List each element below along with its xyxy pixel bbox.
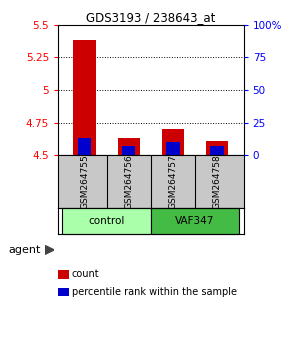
Bar	[206, 141, 228, 155]
Title: GDS3193 / 238643_at: GDS3193 / 238643_at	[86, 11, 215, 24]
Text: GSM264755: GSM264755	[80, 154, 89, 209]
Text: agent: agent	[9, 245, 41, 255]
Text: control: control	[88, 216, 125, 225]
Text: GSM264756: GSM264756	[124, 154, 133, 209]
Text: VAF347: VAF347	[175, 216, 215, 225]
Bar	[151, 207, 239, 234]
Bar	[73, 40, 96, 155]
Bar	[78, 138, 91, 155]
Bar	[162, 129, 184, 155]
Bar	[122, 145, 135, 155]
Bar	[62, 207, 151, 234]
Bar	[118, 138, 140, 155]
Text: GSM264757: GSM264757	[168, 154, 177, 209]
Text: percentile rank within the sample: percentile rank within the sample	[72, 287, 237, 297]
Bar	[211, 146, 224, 155]
Polygon shape	[45, 245, 54, 255]
Text: GSM264758: GSM264758	[213, 154, 222, 209]
Bar	[166, 142, 180, 155]
Text: count: count	[72, 269, 99, 279]
